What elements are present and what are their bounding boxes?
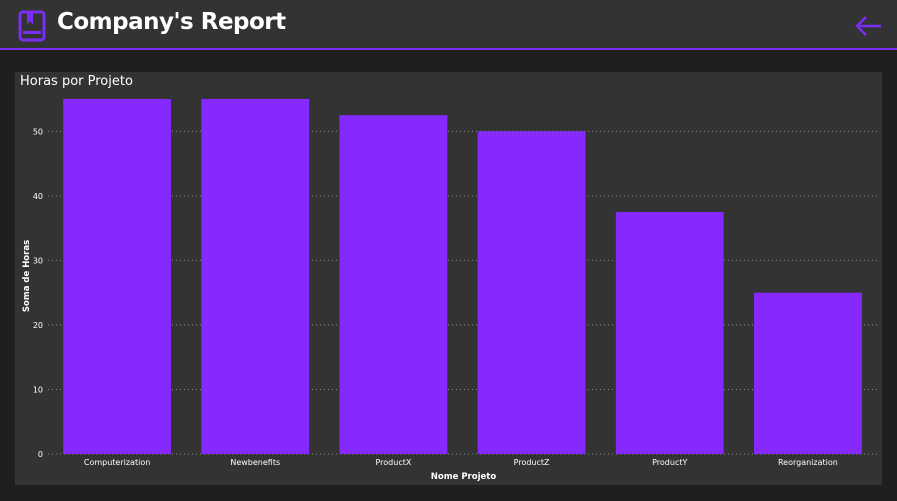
y-tick-label: 10	[33, 385, 43, 394]
x-tick-label: ProductZ	[514, 458, 550, 467]
y-tick-label: 0	[38, 450, 43, 459]
bar	[615, 211, 724, 454]
chart-panel: Horas por Projeto 0 10 20 30 40 50 Computeriza…	[15, 72, 882, 485]
y-tick-label: 50	[33, 127, 43, 136]
arrow-left-icon	[855, 16, 881, 36]
x-tick-label: Reorganization	[778, 458, 838, 467]
x-tick-label: ProductX	[375, 458, 411, 467]
y-axis-label: Soma de Horas	[22, 240, 32, 312]
x-axis-label: Nome Projeto	[431, 472, 497, 482]
bar	[63, 99, 171, 454]
x-tick-label: Computerization	[84, 458, 150, 467]
bar	[201, 99, 310, 454]
book-icon	[18, 10, 46, 42]
back-button[interactable]	[851, 11, 885, 41]
y-tick-label: 40	[33, 192, 43, 201]
y-tick-label: 20	[33, 321, 43, 330]
x-tick-label: Newbenefits	[230, 458, 280, 467]
x-tick-label: ProductY	[652, 458, 687, 467]
app-title: Company's Report	[57, 9, 286, 35]
bar-chart: 0 10 20 30 40 50 Computerization Newbenefits Pro…	[22, 99, 877, 482]
bar	[477, 131, 586, 454]
chart-title: Horas por Projeto	[20, 74, 133, 89]
bar	[754, 292, 862, 454]
bar	[339, 115, 448, 455]
header-bar: Company's Report	[0, 0, 897, 50]
y-tick-label: 30	[33, 256, 43, 265]
